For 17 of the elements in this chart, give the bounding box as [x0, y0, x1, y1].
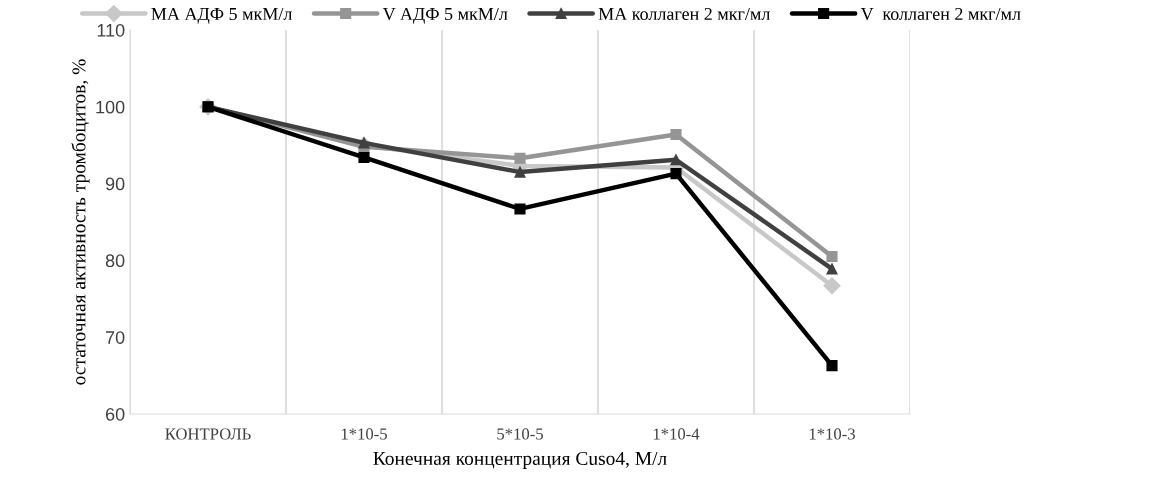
legend-label: V АДФ 5 мкМ/л — [382, 7, 508, 24]
x-tick-label: КОНТРОЛЬ — [165, 428, 251, 440]
legend-label: МА коллаген 2 мкг/мл — [598, 7, 770, 21]
x-tick-label: 1*10-5 — [341, 428, 387, 440]
y-tick-label: 70 — [105, 331, 125, 344]
y-tick-label: 90 — [105, 177, 125, 191]
legend-label: V коллаген 2 мкг/мл — [860, 7, 1021, 21]
x-tick-label: 1*10-4 — [653, 428, 700, 440]
y-axis-title: остаточная активность тромбоцитов, % — [71, 59, 90, 385]
legend-label: МА АДФ 5 мкМ/л — [151, 7, 292, 24]
x-axis-title: Конечная концентрация Cuso4, М/л — [373, 451, 667, 469]
y-tick-label: 100 — [96, 100, 125, 114]
y-tick-label: 60 — [105, 407, 125, 421]
x-tick-label: 1*10-3 — [809, 428, 855, 440]
y-tick-label: 110 — [97, 23, 125, 37]
y-tick-label: 80 — [105, 254, 125, 268]
x-tick-label: 5*10-5 — [497, 428, 543, 440]
